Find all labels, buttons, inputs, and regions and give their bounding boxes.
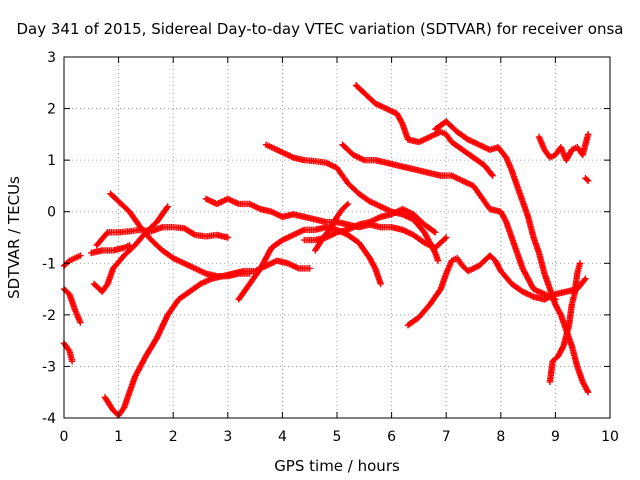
series-track xyxy=(404,252,589,329)
series-track xyxy=(60,340,76,365)
y-tick-label: 2 xyxy=(47,102,56,118)
plot-frame xyxy=(63,56,611,419)
data-point-markers xyxy=(546,260,584,386)
x-tick-label: 0 xyxy=(60,429,69,445)
series-track xyxy=(88,242,133,257)
data-point-markers xyxy=(432,118,592,396)
y-tick-label: -1 xyxy=(42,256,56,272)
series-track xyxy=(339,141,559,303)
series-track xyxy=(93,223,231,249)
data-point-markers xyxy=(202,195,450,252)
series-track xyxy=(235,223,384,303)
data-point-markers xyxy=(107,190,253,280)
x-tick-label: 1 xyxy=(114,429,123,445)
y-tick-label: -2 xyxy=(42,308,56,324)
x-tick-label: 7 xyxy=(442,429,451,445)
x-axis-label: GPS time / hours xyxy=(274,457,400,475)
series-track xyxy=(101,257,313,419)
y-tick-label: -4 xyxy=(42,411,56,427)
y-tick-label: 3 xyxy=(47,50,56,66)
y-axis-label: SDTVAR / TECUs xyxy=(5,176,23,299)
series-track xyxy=(535,131,592,164)
x-tick-label: 9 xyxy=(551,429,560,445)
y-tick-label: 0 xyxy=(47,205,56,221)
grid xyxy=(64,57,610,418)
series-track xyxy=(90,203,171,295)
y-tick-label: 1 xyxy=(47,153,56,169)
axis-ticks: 0 1 2 3 4 5 6 7 8 9 10 -4 -3 -2 -1 0 1 2 3 xyxy=(42,50,619,445)
series-track xyxy=(582,174,592,184)
data-point-markers xyxy=(352,82,496,179)
series-track xyxy=(432,118,592,396)
x-tick-label: 3 xyxy=(223,429,232,445)
data-markers xyxy=(60,82,592,419)
data-point-markers xyxy=(339,141,559,303)
data-point-markers xyxy=(88,242,133,257)
series-track xyxy=(352,82,496,179)
data-point-markers xyxy=(311,200,352,254)
data-point-markers xyxy=(60,340,76,365)
series-track xyxy=(311,200,352,254)
data-point-markers xyxy=(582,174,592,184)
chart-title: Day 341 of 2015, Sidereal Day-to-day VTE… xyxy=(17,20,624,38)
x-tick-label: 2 xyxy=(169,429,178,445)
series-track xyxy=(546,260,584,386)
x-tick-label: 4 xyxy=(278,429,287,445)
series-track xyxy=(107,190,253,280)
data-point-markers xyxy=(90,203,171,295)
data-point-markers xyxy=(235,223,384,303)
x-tick-label: 6 xyxy=(387,429,396,445)
series-track xyxy=(202,195,450,252)
x-tick-label: 8 xyxy=(496,429,505,445)
y-tick-label: -3 xyxy=(42,359,56,375)
data-point-markers xyxy=(535,131,592,164)
data-point-markers xyxy=(101,257,313,419)
data-point-markers xyxy=(93,223,231,249)
data-point-markers xyxy=(404,252,589,329)
x-tick-label: 10 xyxy=(601,429,619,445)
x-tick-label: 5 xyxy=(333,429,342,445)
